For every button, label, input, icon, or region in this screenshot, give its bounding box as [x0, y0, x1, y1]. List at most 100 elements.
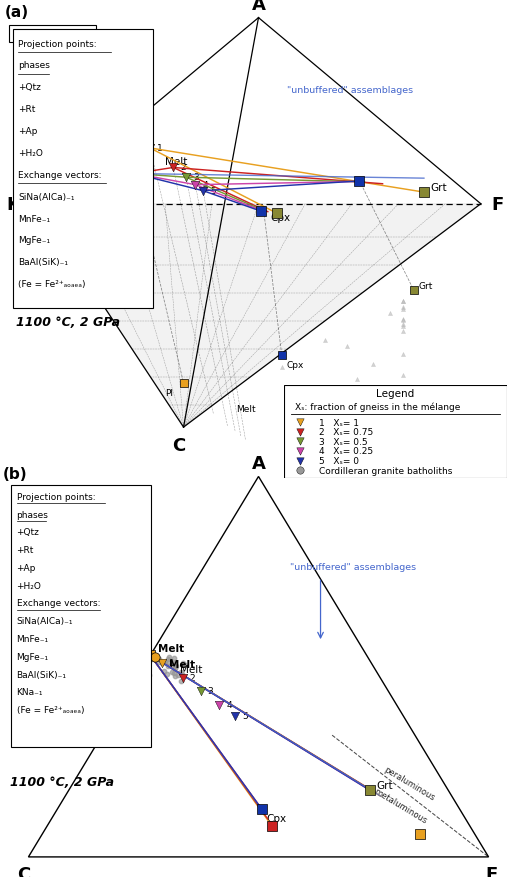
Point: [158, 656, 166, 670]
Text: "unbuffered" assemblages: "unbuffered" assemblages: [290, 563, 416, 572]
Point: [296, 416, 304, 430]
Text: 1   Xₛ= 1: 1 Xₛ= 1: [319, 418, 359, 427]
Point: [296, 425, 304, 439]
Text: Grt: Grt: [376, 781, 393, 790]
Point: [158, 657, 166, 671]
Point: [366, 783, 374, 797]
Text: MgFe₋₁: MgFe₋₁: [18, 236, 50, 245]
Text: F: F: [485, 865, 497, 877]
Point: [399, 319, 407, 333]
Point: [146, 652, 155, 666]
Text: Pl: Pl: [131, 643, 143, 652]
Point: [296, 464, 304, 478]
Point: [268, 819, 277, 833]
Point: [399, 295, 407, 310]
Text: Projection points:: Projection points:: [17, 492, 95, 502]
Text: "unbuffered" assemblages: "unbuffered" assemblages: [287, 86, 413, 95]
Point: [399, 295, 407, 310]
Point: [399, 347, 407, 361]
Text: peraluminous: peraluminous: [383, 764, 437, 802]
Point: [174, 668, 183, 682]
Text: 2   Xₛ= 0.75: 2 Xₛ= 0.75: [319, 428, 373, 437]
Point: [176, 674, 185, 688]
Point: [169, 161, 177, 175]
Text: BaAl(SiK)₋₁: BaAl(SiK)₋₁: [17, 670, 67, 679]
Point: [155, 652, 163, 667]
Point: [177, 666, 185, 680]
Point: [278, 360, 286, 374]
Point: [168, 666, 176, 680]
Point: [163, 656, 172, 670]
Text: Xₛ: fraction of gneiss in the mélange: Xₛ: fraction of gneiss in the mélange: [296, 403, 461, 412]
Text: MnFe₋₁: MnFe₋₁: [17, 634, 49, 643]
Point: [415, 827, 423, 841]
Polygon shape: [36, 204, 481, 428]
Text: C: C: [17, 865, 30, 877]
Point: [257, 205, 265, 219]
Text: Melt: Melt: [169, 660, 195, 669]
Point: [399, 312, 407, 326]
Text: 5   Xₛ= 0: 5 Xₛ= 0: [319, 457, 359, 466]
Point: [130, 168, 139, 182]
Point: [169, 656, 177, 670]
Point: [399, 317, 407, 332]
Text: +Ap: +Ap: [18, 127, 37, 136]
Text: Exchange vectors:: Exchange vectors:: [17, 599, 100, 608]
Text: 1: 1: [157, 144, 162, 153]
Text: phases: phases: [17, 510, 49, 519]
Point: [399, 393, 407, 407]
Text: +Qtz: +Qtz: [18, 83, 41, 92]
Point: [160, 656, 169, 670]
Text: Grt: Grt: [419, 282, 433, 290]
Text: Projection points:: Projection points:: [18, 39, 97, 48]
Text: MgFe₋₁: MgFe₋₁: [17, 652, 49, 661]
Point: [171, 660, 179, 674]
Point: [409, 283, 418, 297]
Point: [399, 324, 407, 339]
Text: (Fe = Fe²⁺ₐₒₐₑₐ): (Fe = Fe²⁺ₐₒₐₑₐ): [17, 705, 84, 714]
Text: 3   Xₛ= 0.5: 3 Xₛ= 0.5: [319, 438, 368, 446]
Text: A: A: [252, 0, 265, 14]
Text: F: F: [491, 196, 504, 213]
Point: [158, 655, 166, 669]
Text: KNa₋₁: KNa₋₁: [17, 688, 43, 696]
Point: [399, 301, 407, 315]
Point: [278, 348, 286, 362]
Point: [172, 659, 180, 673]
Text: 3: 3: [207, 687, 213, 695]
Text: 5: 5: [242, 711, 248, 720]
Text: C: C: [172, 437, 185, 455]
Point: [399, 314, 407, 328]
Text: Melt: Melt: [165, 157, 188, 167]
Bar: [13, 30, 153, 309]
Text: Cpx: Cpx: [266, 814, 286, 824]
Point: [146, 648, 155, 662]
Text: +H₂O: +H₂O: [17, 581, 41, 590]
Text: Grt: Grt: [430, 182, 447, 193]
Text: metaluminous: metaluminous: [372, 787, 429, 825]
Text: 1100 °C, 2 GPa: 1100 °C, 2 GPa: [10, 775, 114, 788]
Text: Cpx: Cpx: [270, 213, 291, 223]
Text: 4: 4: [226, 700, 232, 709]
Point: [155, 655, 163, 669]
Point: [215, 698, 223, 712]
Point: [353, 373, 361, 387]
Point: [151, 651, 159, 665]
Text: (b): (b): [3, 467, 27, 481]
Text: SiNa(AlCa)₋₁: SiNa(AlCa)₋₁: [18, 192, 74, 202]
Text: (a): (a): [5, 4, 29, 19]
Point: [191, 178, 200, 192]
Text: Exchange vectors:: Exchange vectors:: [18, 171, 102, 180]
Point: [171, 669, 179, 683]
Text: Projection points:: Projection points:: [13, 30, 92, 39]
Point: [321, 334, 329, 348]
Text: Cordilleran granite batholiths: Cordilleran granite batholiths: [319, 466, 452, 475]
Text: +Rt: +Rt: [17, 545, 34, 554]
Point: [399, 390, 407, 404]
Text: 3: 3: [193, 173, 199, 182]
Point: [178, 671, 187, 685]
Point: [146, 142, 154, 156]
Text: 1100 °C, 2 GPa: 1100 °C, 2 GPa: [16, 316, 119, 328]
Text: A: A: [252, 455, 265, 473]
Point: [296, 454, 304, 468]
